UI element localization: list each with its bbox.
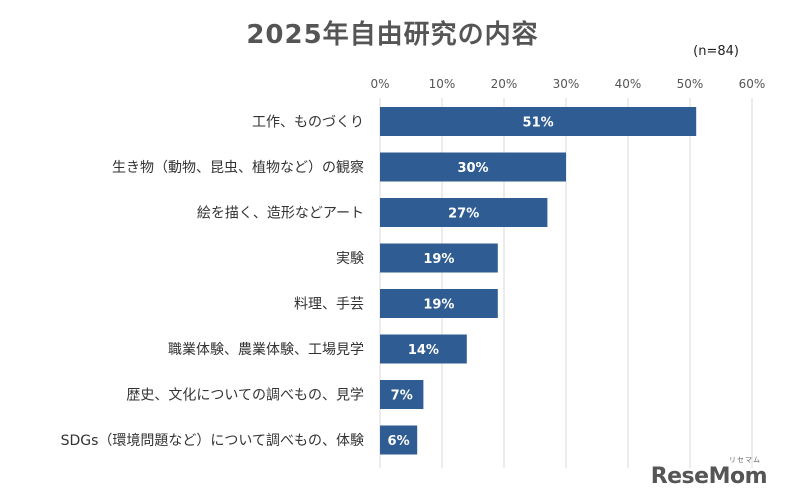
bars: 51% 30% 27% 19% 19% 14% 7% 6% (380, 107, 697, 455)
category-label: 工作、ものづくり (252, 115, 364, 131)
bar-value-label: 30% (457, 161, 488, 176)
category-label: 絵を描く、造形などアート (197, 206, 364, 222)
bar-4 (380, 289, 498, 318)
bar-value-label: 51% (523, 116, 554, 131)
bar-value-label: 19% (423, 252, 454, 267)
bar-value-label: 7% (391, 389, 413, 404)
bar-3 (380, 243, 498, 273)
sample-size-label: (n=84) (693, 44, 739, 59)
x-tick-label: 40% (615, 77, 642, 91)
bar-value-label: 27% (448, 207, 479, 222)
bar-value-label: 6% (388, 434, 410, 449)
bar-value-label: 19% (423, 298, 454, 313)
bar-6 (380, 380, 424, 409)
category-label: SDGs（環境問題など）について調べもの、体験 (61, 433, 364, 449)
bar-7 (380, 425, 418, 455)
bar-1 (380, 152, 566, 182)
category-label: 料理、手芸 (294, 297, 364, 313)
chart-title: 2025年自由研究の内容 (246, 20, 539, 50)
category-label: 歴史、文化についての調べもの、見学 (126, 388, 364, 404)
x-tick-label: 0% (370, 77, 389, 91)
bar-0 (380, 107, 697, 136)
category-label: 実験 (336, 251, 364, 267)
resemom-logo: ReseMom (650, 464, 768, 489)
bar-5 (380, 334, 467, 364)
x-tick-label: 30% (553, 77, 580, 91)
category-label: 職業体験、農業体験、工場見学 (168, 342, 364, 358)
x-axis-ticks: 0% 10% 20% 30% 40% 50% 60% (370, 77, 765, 91)
x-tick-label: 60% (739, 77, 766, 91)
x-tick-label: 10% (429, 77, 456, 91)
x-tick-label: 50% (677, 77, 704, 91)
x-tick-label: 20% (491, 77, 518, 91)
category-label: 生き物（動物、昆虫、植物など）の観察 (112, 159, 364, 176)
logo-kana: リセマム (729, 456, 761, 464)
category-labels: 工作、ものづくり生き物（動物、昆虫、植物など）の観察絵を描く、造形などアート実験… (61, 115, 364, 450)
bar-value-label: 14% (408, 343, 439, 358)
bar-2 (380, 198, 548, 227)
